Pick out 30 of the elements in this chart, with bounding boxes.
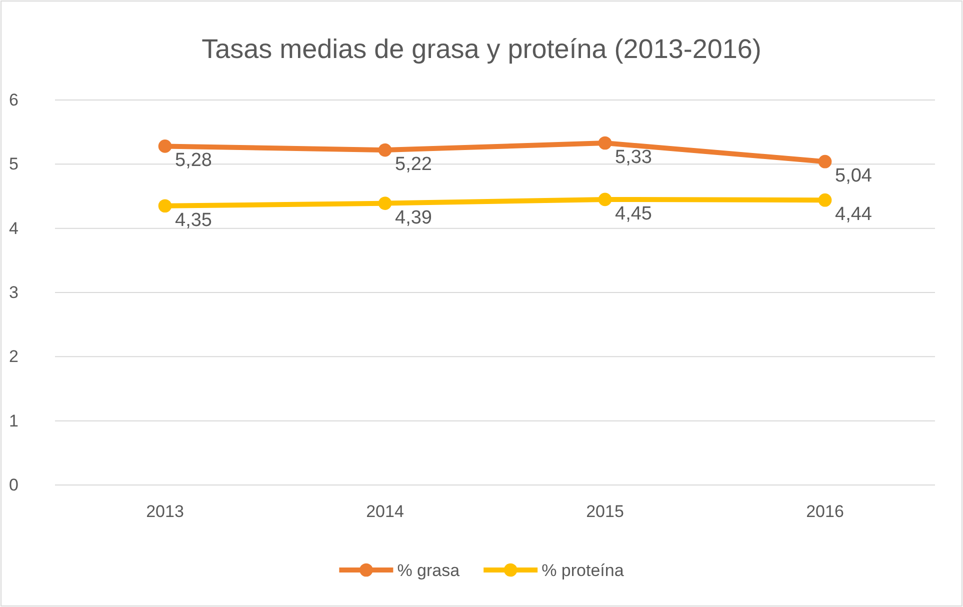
- data-label: 4,39: [395, 207, 432, 228]
- x-tick-label: 2016: [806, 502, 844, 521]
- y-tick-label: 2: [9, 347, 18, 366]
- chart-title: Tasas medias de grasa y proteína (2013-2016): [202, 34, 762, 64]
- point: [818, 154, 832, 168]
- legend-label: % proteína: [542, 561, 624, 580]
- y-tick-label: 1: [9, 411, 18, 430]
- y-tick-label: 3: [9, 282, 18, 302]
- y-tick-label: 0: [9, 475, 18, 494]
- point: [378, 196, 392, 210]
- data-label: 4,35: [175, 210, 212, 231]
- y-tick-label: 4: [9, 218, 18, 238]
- y-tick-label: 6: [9, 90, 18, 110]
- legend-label: % grasa: [397, 561, 460, 580]
- data-label: 5,33: [615, 146, 652, 168]
- point: [158, 199, 172, 213]
- point: [158, 140, 172, 153]
- x-tick-label: 2015: [586, 502, 624, 521]
- data-label: 5,28: [175, 150, 212, 172]
- point: [598, 192, 612, 206]
- y-tick-label: 5: [9, 154, 18, 174]
- data-label: 5,04: [835, 166, 872, 187]
- data-label: 4,44: [835, 204, 872, 226]
- point: [818, 193, 832, 207]
- x-tick-label: 2013: [146, 502, 184, 521]
- point: [598, 136, 612, 150]
- data-label: 5,22: [395, 154, 432, 176]
- x-tick-label: 2014: [366, 502, 404, 521]
- data-label: 4,45: [615, 203, 652, 224]
- point: [378, 143, 392, 157]
